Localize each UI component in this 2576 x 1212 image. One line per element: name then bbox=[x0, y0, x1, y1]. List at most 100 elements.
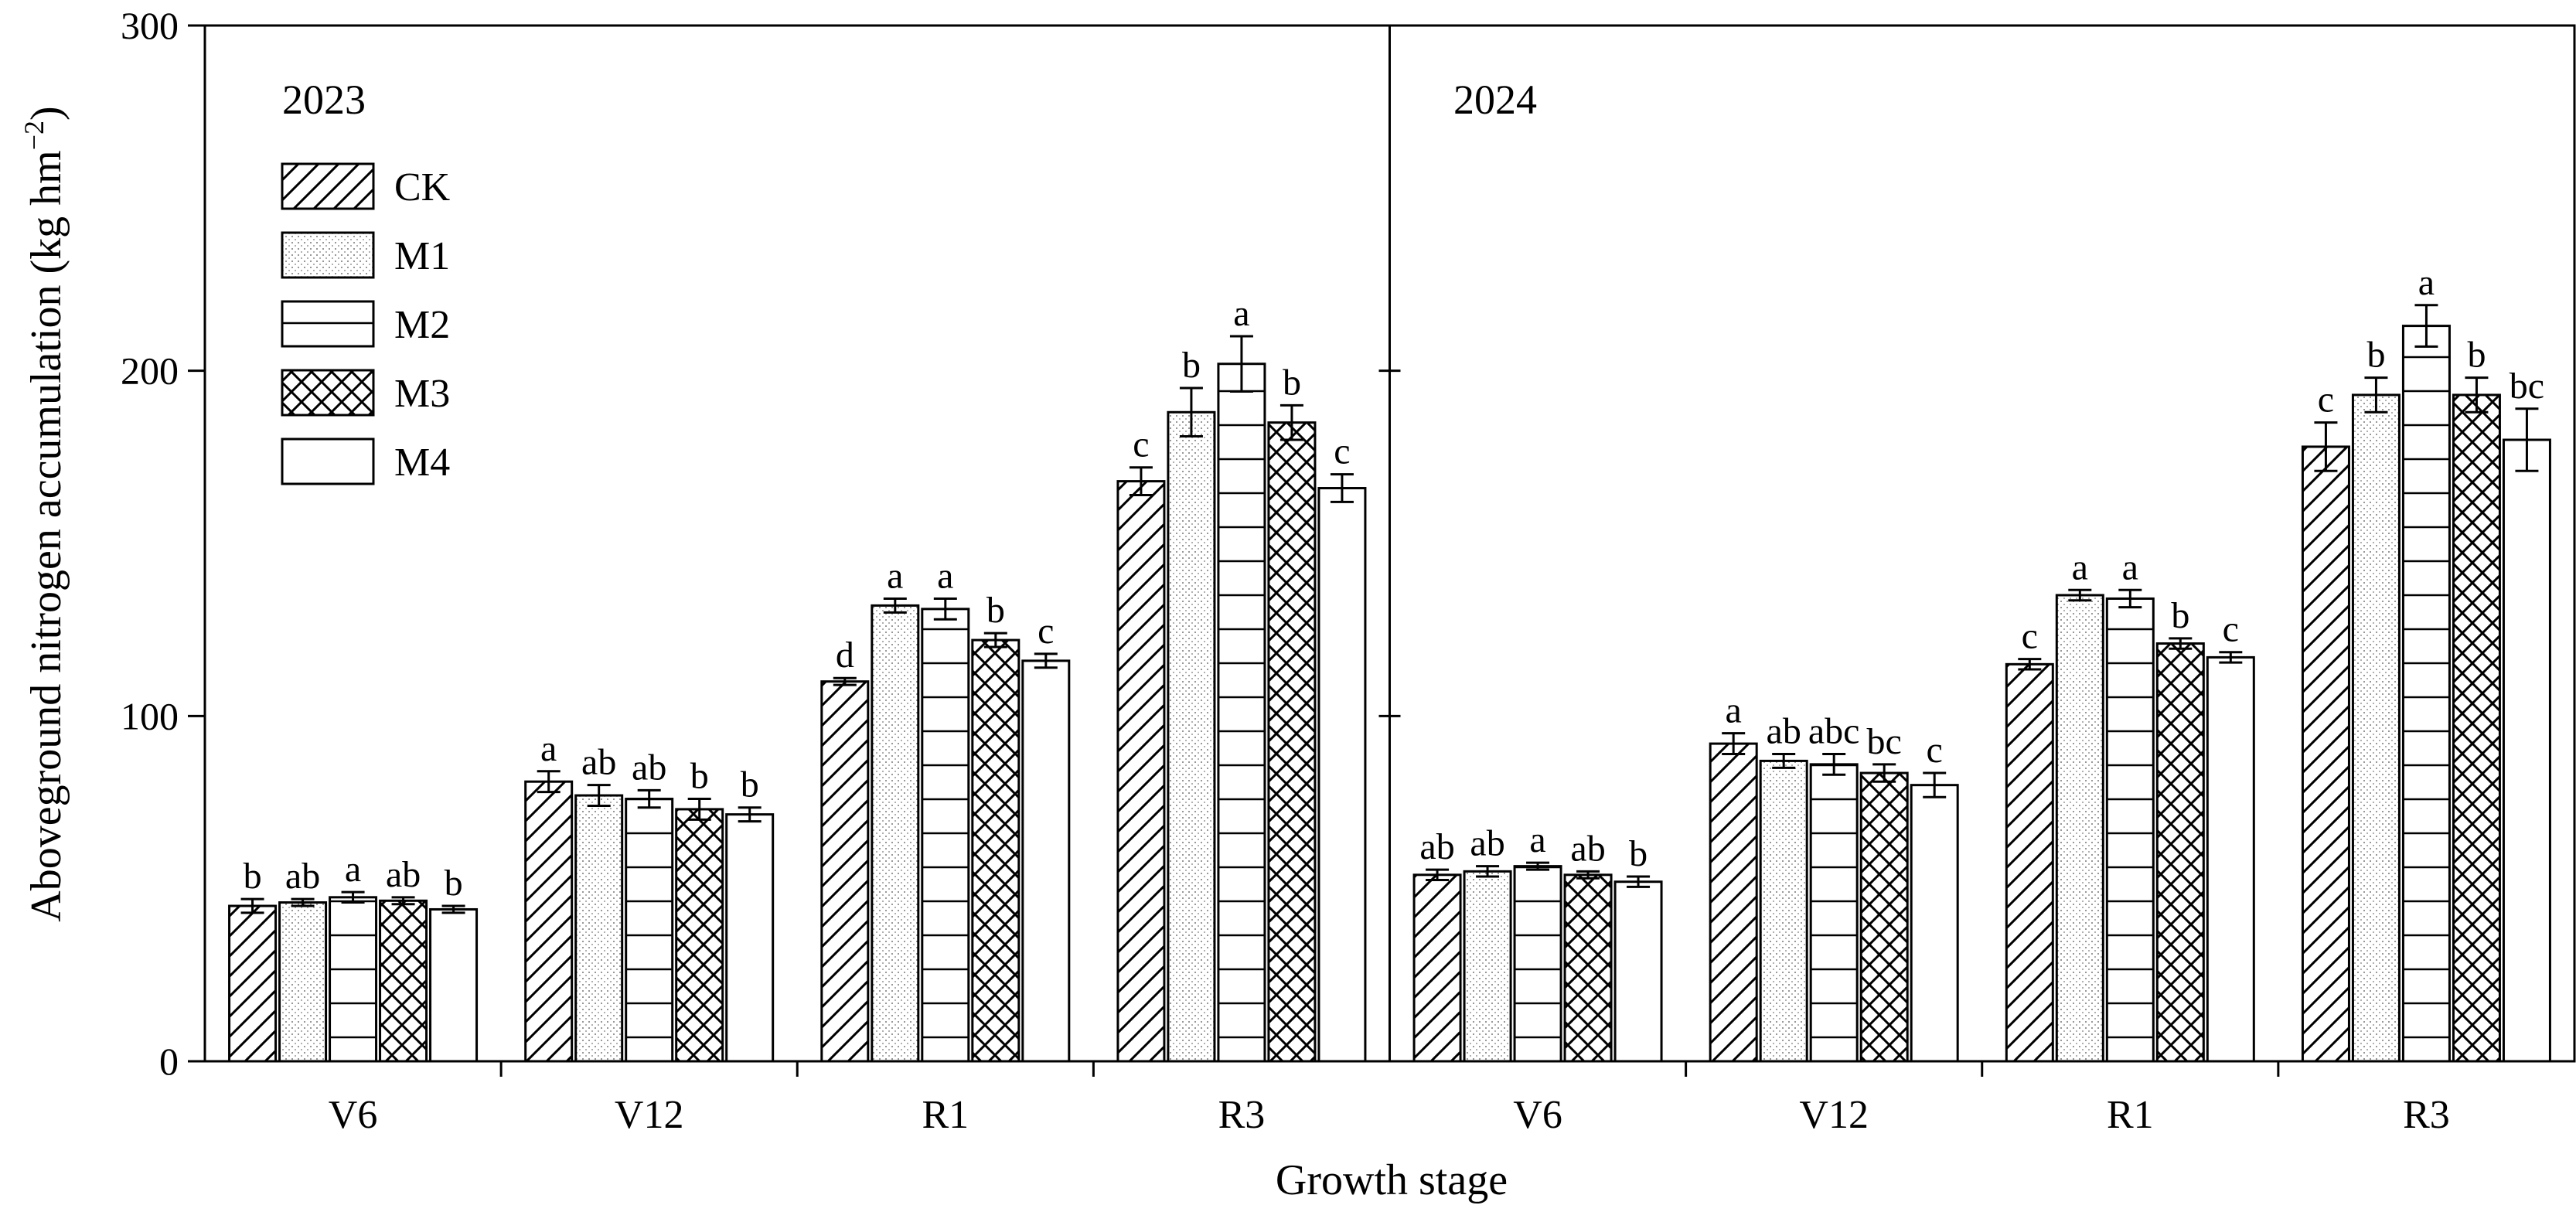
bar bbox=[429, 907, 479, 1063]
significance-label: abc bbox=[1808, 710, 1860, 751]
x-category-label: V6 bbox=[329, 1093, 378, 1137]
bar bbox=[2105, 597, 2155, 1063]
significance-label: a bbox=[1726, 690, 1742, 731]
bar bbox=[2351, 393, 2401, 1063]
bar bbox=[524, 780, 574, 1063]
x-category-label: V6 bbox=[1513, 1093, 1562, 1137]
bar bbox=[574, 794, 624, 1063]
bar bbox=[2301, 445, 2350, 1063]
significance-label: b bbox=[2171, 595, 2189, 636]
bar bbox=[1809, 763, 1859, 1063]
bar bbox=[1563, 873, 1613, 1063]
legend-label: M2 bbox=[394, 303, 450, 347]
bar bbox=[1412, 873, 1462, 1063]
significance-label: ab bbox=[1767, 710, 1801, 751]
legend-label: M1 bbox=[394, 234, 450, 278]
significance-label: b bbox=[1182, 345, 1201, 386]
legend-swatch bbox=[281, 437, 375, 485]
panel-label: 2023 bbox=[282, 77, 366, 123]
significance-label: a bbox=[937, 555, 953, 596]
bar bbox=[2155, 642, 2205, 1063]
significance-label: b bbox=[690, 756, 709, 797]
bar bbox=[2055, 594, 2104, 1063]
x-category-label: V12 bbox=[1799, 1093, 1869, 1137]
bar bbox=[1910, 784, 1959, 1063]
significance-label: ab bbox=[1470, 823, 1504, 864]
bar bbox=[871, 604, 920, 1063]
x-category-label: R1 bbox=[922, 1093, 969, 1137]
significance-label: a bbox=[1529, 819, 1545, 860]
bar bbox=[228, 904, 278, 1063]
significance-label: b bbox=[1283, 362, 1301, 403]
y-axis: 0 100 200 300 bbox=[121, 4, 1401, 1083]
bar bbox=[1267, 421, 1317, 1063]
bar bbox=[2005, 662, 2054, 1063]
significance-label: ab bbox=[386, 854, 421, 895]
bar bbox=[675, 808, 724, 1063]
x-axis-label: Growth stage bbox=[1276, 1156, 1508, 1204]
bar bbox=[379, 899, 428, 1063]
bar bbox=[1759, 759, 1808, 1063]
significance-label: c bbox=[2022, 616, 2038, 657]
bar bbox=[1613, 880, 1663, 1063]
significance-label: c bbox=[1334, 431, 1350, 472]
bar bbox=[1021, 659, 1071, 1063]
significance-label: b bbox=[244, 856, 262, 897]
significance-label: b bbox=[445, 863, 463, 904]
significance-label: ab bbox=[285, 856, 320, 897]
significance-label: a bbox=[2072, 546, 2088, 587]
bar bbox=[1317, 487, 1367, 1063]
bar bbox=[725, 813, 775, 1063]
legend-swatch bbox=[281, 300, 375, 348]
legend-label: M4 bbox=[394, 441, 450, 485]
bar bbox=[2206, 655, 2255, 1063]
bar bbox=[820, 680, 870, 1063]
y-tick-label: 200 bbox=[121, 349, 179, 393]
panel-label: 2024 bbox=[1453, 77, 1537, 123]
bar bbox=[1709, 742, 1758, 1063]
significance-label: c bbox=[2318, 380, 2334, 420]
legend-label: CK bbox=[394, 165, 451, 209]
y-tick-label: 0 bbox=[159, 1040, 179, 1083]
bar bbox=[2452, 393, 2501, 1063]
significance-label: b bbox=[2366, 335, 2385, 376]
significance-label: b bbox=[986, 590, 1005, 631]
y-axis-label-superscript: −2 bbox=[19, 121, 49, 150]
bar bbox=[2502, 438, 2551, 1063]
y-axis-label: Aboveground nitrogen accumulation (kg hm… bbox=[19, 106, 70, 921]
significance-label: a bbox=[2418, 262, 2435, 303]
x-category-label: V12 bbox=[615, 1093, 684, 1137]
legend-swatch bbox=[281, 231, 375, 279]
x-category-label: R3 bbox=[1218, 1093, 1266, 1137]
significance-label: c bbox=[1038, 611, 1054, 652]
significance-label: c bbox=[2223, 609, 2239, 650]
significance-label: ab bbox=[581, 742, 616, 783]
significance-label: a bbox=[887, 555, 903, 596]
significance-label: a bbox=[345, 849, 361, 890]
significance-label: c bbox=[1927, 730, 1943, 771]
x-axis: V6 V12 R1 R3 V6 V12 R1 R3 bbox=[329, 1061, 2450, 1137]
significance-label: a bbox=[2122, 546, 2138, 587]
significance-label: b bbox=[2467, 335, 2486, 376]
bar bbox=[1116, 480, 1166, 1063]
bar bbox=[278, 901, 328, 1063]
bar bbox=[1513, 865, 1562, 1063]
y-tick-label: 300 bbox=[121, 4, 179, 47]
bar bbox=[1859, 771, 1909, 1063]
bar bbox=[971, 638, 1021, 1063]
significance-label: ab bbox=[1419, 826, 1454, 867]
bar bbox=[625, 798, 674, 1063]
y-tick-label: 100 bbox=[121, 694, 179, 737]
bar bbox=[1217, 363, 1266, 1063]
legend-swatch bbox=[281, 162, 375, 210]
significance-label: bc bbox=[2510, 366, 2544, 407]
significance-label: ab bbox=[632, 747, 666, 788]
bar bbox=[1463, 870, 1512, 1063]
legend-swatch bbox=[281, 369, 375, 417]
bar bbox=[1167, 410, 1216, 1063]
significance-label: d bbox=[836, 635, 854, 676]
significance-label: ab bbox=[1570, 828, 1605, 869]
significance-label: c bbox=[1133, 424, 1149, 465]
